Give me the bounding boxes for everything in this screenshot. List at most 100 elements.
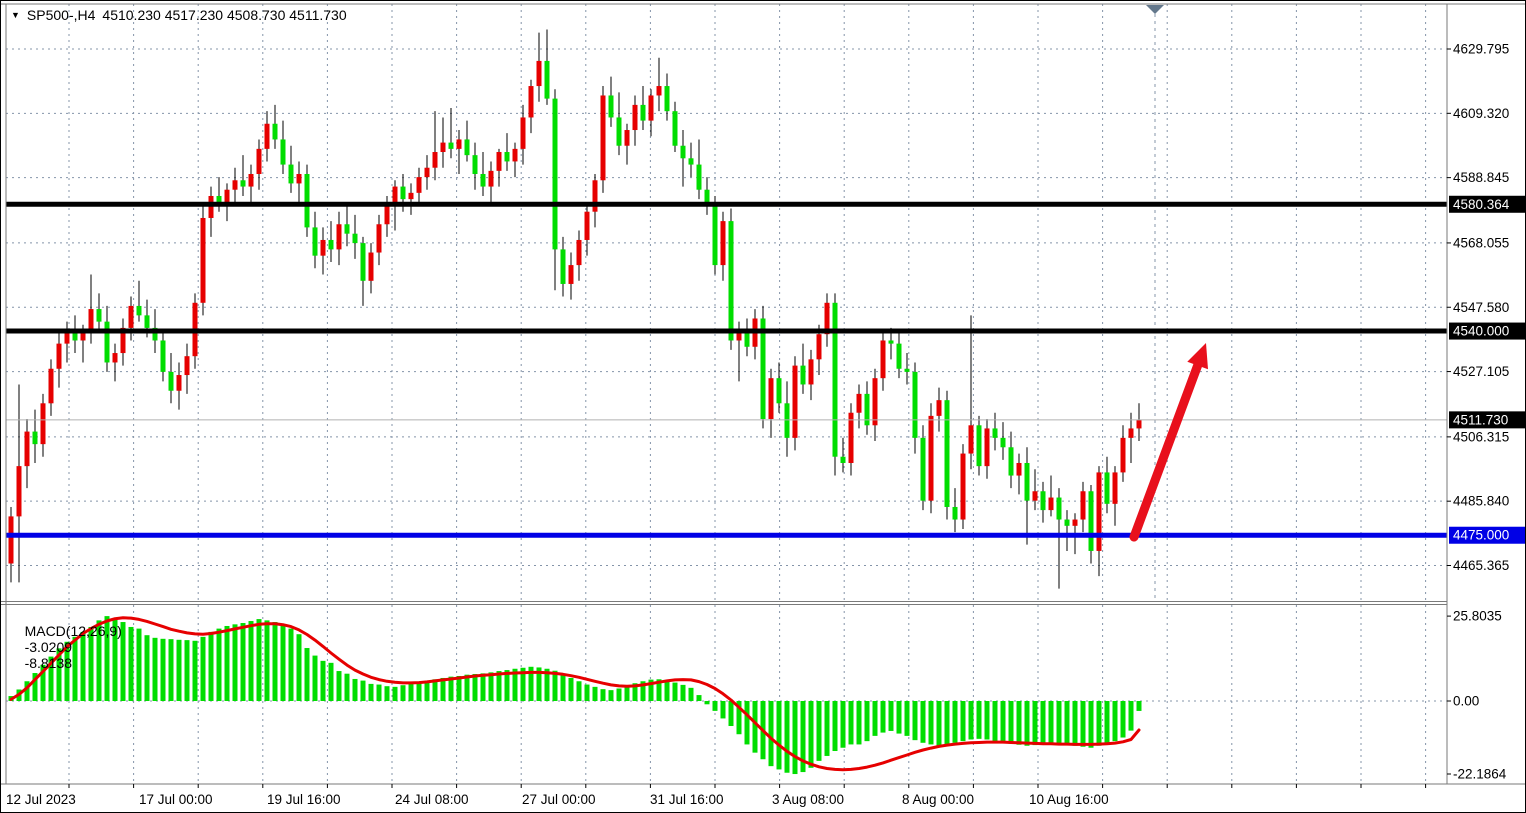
candle-down bbox=[1064, 519, 1070, 526]
macd-tick-label: -22.1864 bbox=[1453, 767, 1507, 782]
macd-histogram-bar bbox=[256, 619, 262, 701]
candle-down bbox=[672, 111, 678, 146]
candle-down bbox=[560, 249, 566, 284]
candle-up bbox=[16, 466, 22, 517]
candle-down bbox=[168, 371, 174, 391]
candle-up bbox=[392, 186, 398, 206]
macd-axis[interactable]: 25.8035 0.00 -22.1864 bbox=[1447, 609, 1507, 782]
macd-histogram-bar bbox=[1016, 701, 1022, 745]
price-axis[interactable]: 4629.795 4609.320 4588.845 4568.055 4547.580… bbox=[1447, 42, 1525, 574]
macd-histogram-bar bbox=[808, 701, 814, 768]
macd-signal-value: -8.8138 bbox=[24, 655, 73, 671]
candle-up bbox=[128, 305, 134, 328]
price-tag-4475.000: 4475.000 bbox=[1449, 526, 1525, 544]
candle-down bbox=[312, 227, 318, 256]
macd-histogram-bar bbox=[384, 686, 390, 701]
candle-up bbox=[720, 221, 726, 266]
macd-histogram-bar bbox=[72, 636, 78, 701]
candle-up bbox=[440, 142, 446, 153]
candle-down bbox=[352, 233, 358, 244]
candle-up bbox=[792, 365, 798, 438]
candle-down bbox=[920, 437, 926, 501]
price-tick-label: 4506.315 bbox=[1453, 429, 1509, 444]
macd-histogram-bar bbox=[944, 701, 950, 745]
candle-down bbox=[784, 403, 790, 438]
time-tick-label: 10 Aug 16:00 bbox=[1029, 792, 1109, 807]
candle-up bbox=[384, 205, 390, 225]
macd-histogram-bar bbox=[480, 673, 486, 701]
macd-histogram-bar bbox=[488, 672, 494, 701]
macd-histogram-bar bbox=[856, 701, 862, 745]
candle-down bbox=[1056, 497, 1062, 520]
candle-up bbox=[376, 224, 382, 253]
candle-up bbox=[184, 356, 190, 376]
macd-histogram-bar bbox=[880, 701, 886, 733]
time-tick-label: 27 Jul 00:00 bbox=[522, 792, 596, 807]
macd-histogram-bar bbox=[1056, 701, 1062, 745]
candle-down bbox=[688, 158, 694, 165]
candle-up bbox=[232, 180, 238, 190]
chart-title: ▼ SP500-,H4 4510.230 4517.230 4508.730 4… bbox=[11, 7, 347, 23]
candle-up bbox=[880, 340, 886, 379]
candle-down bbox=[712, 205, 718, 266]
candle-down bbox=[704, 189, 710, 206]
price-tick-label: 4568.055 bbox=[1453, 235, 1509, 250]
candle-up bbox=[456, 139, 462, 149]
time-tick-label: 19 Jul 16:00 bbox=[267, 792, 341, 807]
symbol-dropdown-icon[interactable]: ▼ bbox=[11, 9, 20, 20]
candle-down bbox=[760, 318, 766, 420]
grid bbox=[6, 4, 1447, 784]
candle-up bbox=[24, 431, 30, 467]
candle-down bbox=[280, 139, 286, 165]
macd-pane[interactable] bbox=[8, 616, 1142, 775]
time-axis[interactable]: 12 Jul 2023 17 Jul 00:00 19 Jul 16:00 24 Ju… bbox=[6, 784, 1427, 807]
macd-name: MACD(12,26,9) bbox=[24, 623, 122, 639]
price-tick-label: 4588.845 bbox=[1453, 170, 1509, 185]
svg-text:4475.000: 4475.000 bbox=[1453, 528, 1509, 543]
macd-histogram-bar bbox=[88, 626, 94, 701]
candle-up bbox=[928, 415, 934, 501]
candle-down bbox=[976, 425, 982, 467]
candle-up bbox=[968, 425, 974, 454]
macd-histogram-bar bbox=[32, 673, 38, 701]
candle-up bbox=[808, 359, 814, 385]
macd-histogram-bar bbox=[784, 701, 790, 773]
macd-histogram-bar bbox=[576, 681, 582, 701]
candle-up bbox=[488, 170, 494, 187]
candle-down bbox=[696, 164, 702, 190]
candle-down bbox=[992, 428, 998, 438]
candle-up bbox=[1072, 519, 1078, 526]
candle-down bbox=[680, 145, 686, 159]
macd-histogram-bar bbox=[616, 688, 622, 701]
macd-histogram-bar bbox=[336, 671, 342, 701]
trend-arrow[interactable] bbox=[1129, 343, 1208, 542]
candle-up bbox=[200, 217, 206, 303]
time-tick-label: 31 Jul 16:00 bbox=[650, 792, 724, 807]
candle-down bbox=[744, 331, 750, 347]
macd-histogram-bar bbox=[264, 620, 270, 701]
macd-histogram-bar bbox=[848, 701, 854, 745]
macd-histogram-bar bbox=[552, 670, 558, 701]
candle-down bbox=[664, 86, 670, 112]
macd-histogram-bar bbox=[720, 701, 726, 719]
macd-histogram-bar bbox=[520, 667, 526, 701]
candle-down bbox=[1008, 447, 1014, 476]
time-tick-label: 17 Jul 00:00 bbox=[139, 792, 213, 807]
candle-up bbox=[984, 428, 990, 467]
candle-down bbox=[160, 340, 166, 372]
last-bar-marker bbox=[1146, 5, 1164, 601]
candle-up bbox=[1128, 428, 1134, 438]
candle-up bbox=[512, 148, 518, 162]
macd-histogram-bar bbox=[888, 701, 894, 731]
candle-down bbox=[840, 456, 846, 463]
macd-histogram-bar bbox=[832, 701, 838, 752]
macd-histogram-bar bbox=[1096, 701, 1102, 746]
macd-histogram-bar bbox=[496, 671, 502, 701]
candle-up bbox=[600, 95, 606, 181]
candle-down bbox=[904, 368, 910, 372]
macd-histogram-bar bbox=[80, 631, 86, 701]
macd-histogram-bar bbox=[1024, 701, 1030, 746]
candle-up bbox=[48, 368, 54, 404]
candle-up bbox=[224, 189, 230, 203]
